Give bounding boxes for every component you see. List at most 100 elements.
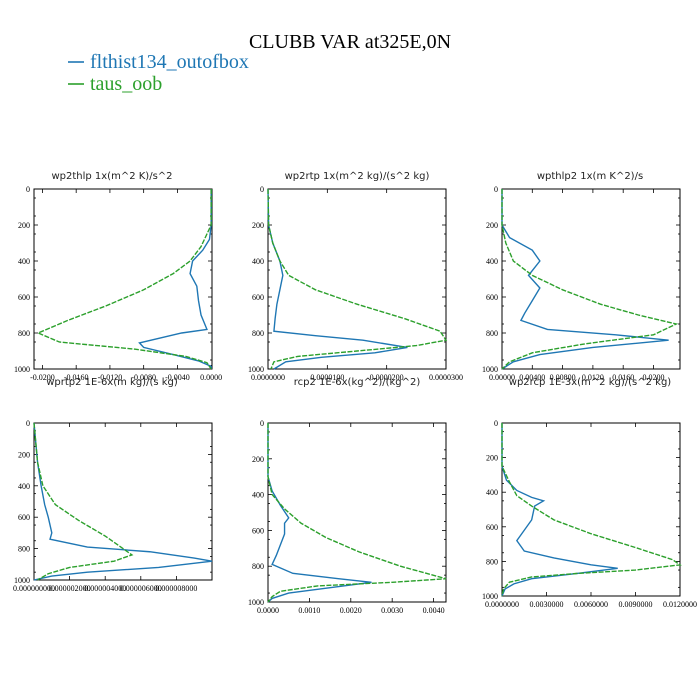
y-tick-label: 800 <box>486 329 498 338</box>
y-tick-label: 800 <box>252 562 264 571</box>
plot-frame <box>501 188 681 370</box>
y-tick-label: 200 <box>18 450 30 459</box>
x-tick-label: 0.0000 <box>257 606 279 615</box>
y-tick-label: 1000 <box>14 365 30 374</box>
x-tick-label: 0.0030 <box>381 606 403 615</box>
x-tick-label: 0.0120 <box>582 373 604 382</box>
plot-frame <box>33 422 213 581</box>
x-tick-label: 0.000000000 <box>13 584 55 593</box>
y-tick-label: 800 <box>18 545 30 554</box>
x-tick-label: 0.000008000 <box>155 584 197 593</box>
series-line-taus-oob <box>33 422 134 581</box>
x-tick-label: 0.0000100 <box>310 373 344 382</box>
series-line-taus-oob <box>267 423 447 603</box>
y-tick-label: 400 <box>18 482 30 491</box>
y-tick-label: 200 <box>486 454 498 463</box>
panel-3: wpthlp2 1x(m K^2)/s020040060080010000.00… <box>482 171 681 382</box>
x-tick-label: 0.0160 <box>612 373 634 382</box>
y-tick-label: 800 <box>18 329 30 338</box>
y-tick-label: 1000 <box>14 576 30 585</box>
panel-2: wp2rtp 1x(m^2 kg)/(s^2 kg) 0 200 400 600 800 1… <box>248 171 463 382</box>
series-line-flthist134 <box>138 189 212 369</box>
panel-title: wpthlp2 1x(m K^2)/s <box>537 171 643 182</box>
series-line-taus-oob <box>501 423 682 597</box>
y-tick-label: 0 <box>260 419 264 428</box>
series-line-taus-oob <box>36 189 212 370</box>
figure-title: CLUBB VAR at325E,0N <box>249 31 451 53</box>
x-tick-label: 0.0090000 <box>619 600 653 609</box>
y-tick-label: 600 <box>486 523 498 532</box>
series-line-flthist134 <box>501 189 669 370</box>
y-tick-label: 400 <box>486 488 498 497</box>
y-tick-label: 600 <box>486 293 498 302</box>
y-tick-label: 600 <box>18 513 30 522</box>
y-tick-label: 400 <box>18 257 30 266</box>
y-tick-label: 800 <box>486 557 498 566</box>
x-tick-label: 0.0000200 <box>370 373 404 382</box>
series-line-flthist134 <box>267 423 372 603</box>
panel-6: wp2rcp 1E-3x(m^2 kg)/(s^2 kg) 0 200 400 600 8… <box>482 377 697 609</box>
y-tick-label: 800 <box>252 329 264 338</box>
series-line-flthist134 <box>33 422 213 581</box>
plot-frame <box>267 422 447 603</box>
x-tick-label: 0.00000 <box>489 373 515 382</box>
x-tick-label: 0.000002000 <box>49 584 91 593</box>
plot-frame <box>33 188 213 370</box>
y-tick-label: 200 <box>252 455 264 464</box>
legend-label-taus-oob: taus_oob <box>90 73 162 95</box>
x-tick-label: 0.0040 <box>423 606 445 615</box>
x-tick-label: 0.0000000 <box>485 600 519 609</box>
x-tick-label: 0.00400 <box>519 373 545 382</box>
plot-frame <box>267 188 447 370</box>
series-line-taus-oob <box>501 189 679 370</box>
x-tick-label: 0.0030000 <box>530 600 564 609</box>
panel-1: wp2thlp 1x(m^2 K)/s^202004006008001000-0… <box>14 171 222 382</box>
y-tick-label: 0 <box>26 419 30 428</box>
panel-5: rcp2 1E-6x(kg^2)/(kg^2) 0 200 400 600 800 1000… <box>248 377 447 615</box>
y-tick-label: 1000 <box>482 365 498 374</box>
x-tick-label: 0.000006000 <box>120 584 162 593</box>
x-tick-label: 0.000004000 <box>84 584 126 593</box>
y-tick-label: 600 <box>252 293 264 302</box>
panels-grid: wp2thlp 1x(m^2 K)/s^202004006008001000-0… <box>13 171 697 615</box>
y-tick-label: 1000 <box>482 592 498 601</box>
x-tick-label: -0.0080 <box>131 373 156 382</box>
x-tick-label: 0.0010 <box>298 606 320 615</box>
x-tick-label: 0.00800 <box>550 373 576 382</box>
x-tick-label: 0.0120000 <box>663 600 697 609</box>
series-line-taus-oob <box>267 188 448 370</box>
plot-frame <box>501 422 681 597</box>
y-tick-label: 200 <box>252 221 264 230</box>
y-tick-label: 0 <box>494 419 498 428</box>
y-tick-label: 200 <box>18 221 30 230</box>
panel-title: wp2thlp 1x(m^2 K)/s^2 <box>51 171 172 182</box>
x-tick-label: 0.0020 <box>340 606 362 615</box>
y-tick-label: 0 <box>494 185 498 194</box>
x-tick-label: -0.0040 <box>165 373 190 382</box>
x-tick-label: 0.0200 <box>642 373 664 382</box>
figure-legend: flthist134_outofbox taus_oob <box>68 51 249 95</box>
panel-title: wp2rcp 1E-3x(m^2 kg)/(s^2 kg) <box>509 377 672 388</box>
y-tick-label: 0 <box>260 185 264 194</box>
y-tick-label: 400 <box>252 257 264 266</box>
x-tick-label: 0.0000 <box>200 373 222 382</box>
panel-4: wprtp2 1E-6x(m kg)/(s kg) 0 200 400 600 800 10… <box>13 377 213 593</box>
y-tick-label: 1000 <box>248 365 264 374</box>
x-tick-label: -0.0160 <box>64 373 89 382</box>
x-tick-label: 0.0000000 <box>251 373 285 382</box>
series-line-flthist134 <box>501 423 618 597</box>
y-tick-label: 1000 <box>248 598 264 607</box>
x-tick-label: -0.0200 <box>30 373 55 382</box>
panel-title: wprtp2 1E-6x(m kg)/(s kg) <box>46 377 178 388</box>
x-tick-label: 0.0060000 <box>574 600 608 609</box>
y-tick-label: 200 <box>486 221 498 230</box>
panel-title: wp2rtp 1x(m^2 kg)/(s^2 kg) <box>285 171 430 182</box>
x-tick-label: -0.0120 <box>98 373 123 382</box>
y-tick-label: 600 <box>252 526 264 535</box>
panel-title: rcp2 1E-6x(kg^2)/(kg^2) <box>294 377 421 388</box>
y-tick-label: 600 <box>18 293 30 302</box>
y-tick-label: 0 <box>26 185 30 194</box>
y-tick-label: 400 <box>252 491 264 500</box>
legend-label-flthist134: flthist134_outofbox <box>90 51 249 73</box>
